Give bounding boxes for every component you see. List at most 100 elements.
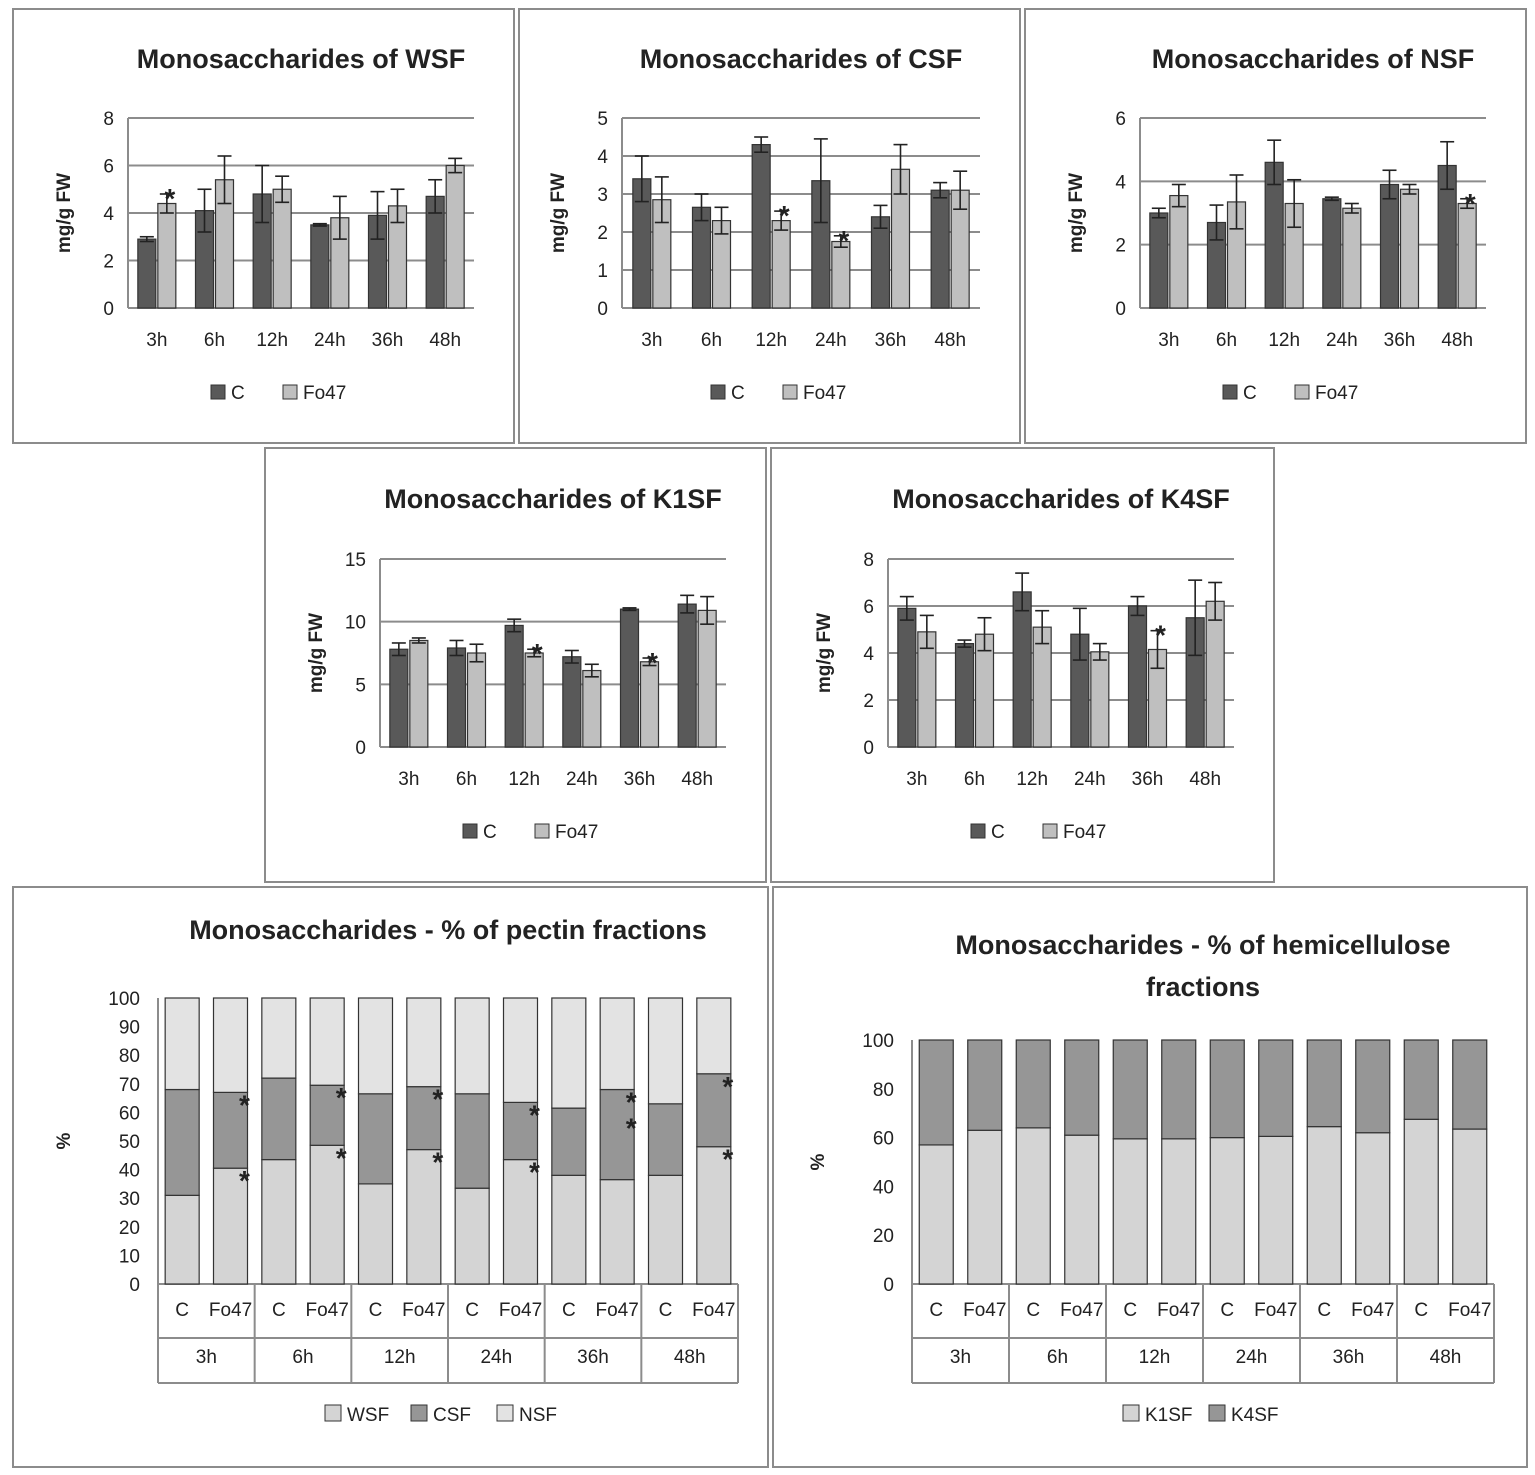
bar-c-12h (751, 144, 771, 309)
sub-category-label: Fo47 (499, 1300, 542, 1321)
panel-k4sf: Monosaccharides of K4SF mg/g FW 0 2 4 6 8 3h 6h 1… (770, 447, 1275, 883)
legend-swatch-fo47 (1042, 823, 1058, 839)
y-tick-label: 60 (119, 1103, 140, 1124)
legend-swatch-k4sf (1208, 1404, 1226, 1422)
bar-c-24h (1322, 198, 1342, 309)
chart-title: Monosaccharides of CSF (640, 44, 963, 74)
significance-marker: * (722, 1144, 733, 1175)
y-tick-label: 60 (873, 1129, 894, 1150)
sub-category-label: Fo47 (1060, 1300, 1103, 1321)
legend-swatch-fo47 (282, 384, 298, 400)
significance-marker: * (626, 1087, 637, 1118)
bar-fo47-3h (917, 631, 937, 748)
panel-hemicellulose: Monosaccharides - % of hemicellulose frac… (772, 886, 1528, 1468)
y-tick-label: 6 (863, 597, 874, 618)
chart-title-line: fractions (1146, 972, 1260, 1002)
bar-fo47-24h (1090, 651, 1110, 748)
x-tick-label: 24h (815, 330, 847, 351)
chart-pectin-percent: Monosaccharides - % of pectin fractions%… (54, 915, 739, 1426)
sub-category-label: Fo47 (209, 1300, 252, 1321)
legend-swatch-fo47 (782, 384, 798, 400)
stack-segment-k1sf (1452, 1128, 1488, 1285)
legend-label-k4sf: K4SF (1231, 1405, 1279, 1426)
stack-segment-nsf (551, 997, 587, 1109)
x-tick-label: 3h (641, 330, 662, 351)
y-tick-label: 30 (119, 1189, 140, 1210)
legend-swatch-csf (410, 1404, 428, 1422)
legend-swatch-c (210, 384, 226, 400)
sub-category-label: Fo47 (1157, 1300, 1200, 1321)
legend-label-fo47: Fo47 (1063, 822, 1106, 843)
y-axis-label: mg/g FW (54, 173, 75, 253)
x-tick-label: 48h (1189, 769, 1221, 790)
stack-segment-nsf (212, 997, 249, 1093)
y-tick-label: 70 (119, 1075, 140, 1096)
y-tick-label: 0 (1115, 299, 1126, 320)
bar-fo47-48h (697, 609, 717, 748)
sub-category-label: C (465, 1300, 479, 1321)
legend-label-c: C (483, 822, 497, 843)
legend-swatch-c (710, 384, 726, 400)
x-tick-label: 36h (1132, 769, 1164, 790)
sub-category-label: C (929, 1300, 943, 1321)
bar-c-36h (1379, 183, 1400, 309)
significance-marker: * (164, 183, 175, 214)
legend-swatch-fo47 (1294, 384, 1310, 400)
x-tick-label: 6h (204, 330, 225, 351)
stack-segment-k4sf (1306, 1039, 1342, 1128)
bar-c-24h (310, 224, 330, 309)
y-tick-label: 6 (103, 157, 114, 178)
group-label: 3h (950, 1347, 971, 1368)
sub-category-label: Fo47 (402, 1300, 445, 1321)
bar-fo47-24h (582, 669, 602, 748)
significance-marker: * (239, 1089, 250, 1120)
bar-c-3h (137, 238, 157, 309)
x-tick-label: 6h (701, 330, 722, 351)
significance-marker: * (529, 1157, 540, 1188)
sub-category-label: Fo47 (1254, 1300, 1297, 1321)
legend-label-wsf: WSF (347, 1405, 389, 1426)
legend-label-fo47: Fo47 (555, 822, 598, 843)
x-tick-label: 12h (1268, 330, 1300, 351)
y-tick-label: 6 (1115, 109, 1126, 130)
y-tick-label: 20 (119, 1218, 140, 1239)
x-tick-label: 36h (875, 330, 907, 351)
x-tick-label: 3h (146, 330, 167, 351)
y-tick-label: 0 (355, 738, 366, 759)
significance-marker: * (336, 1142, 347, 1173)
bar-fo47-6h (466, 652, 487, 748)
group-label: 36h (1333, 1347, 1365, 1368)
y-tick-label: 0 (883, 1275, 894, 1296)
sub-category-label: Fo47 (596, 1300, 639, 1321)
group-label: 6h (1047, 1347, 1068, 1368)
bar-c-3h (1149, 212, 1169, 309)
bar-c-3h (897, 607, 917, 748)
chart-wsf: Monosaccharides of WSF mg/g FW 0 2 4 6 8 3h * 6h 1… (54, 44, 474, 404)
stack-segment-wsf (261, 1158, 297, 1285)
bar-fo47-3h (409, 639, 429, 748)
stack-segment-nsf (502, 997, 539, 1103)
stack-segment-csf (551, 1107, 587, 1176)
significance-marker: * (779, 200, 790, 231)
group-label: 36h (577, 1347, 609, 1368)
bar-fo47-3h (157, 202, 177, 309)
group-label: 3h (196, 1347, 217, 1368)
y-tick-label: 10 (119, 1246, 140, 1267)
legend-label-fo47: Fo47 (803, 383, 846, 404)
bar-fo47-48h (1205, 600, 1225, 748)
x-tick-label: 3h (906, 769, 927, 790)
legend-swatch-c (462, 823, 478, 839)
sub-category-label: Fo47 (1351, 1300, 1394, 1321)
group-label: 6h (292, 1347, 313, 1368)
bar-fo47-36h (1399, 188, 1420, 309)
significance-marker: * (336, 1082, 347, 1113)
y-tick-label: 4 (1115, 172, 1126, 193)
bar-c-36h (619, 608, 640, 748)
x-tick-label: 24h (314, 330, 346, 351)
stack-segment-k1sf (1064, 1134, 1100, 1285)
legend-swatch-k1sf (1122, 1404, 1140, 1422)
stack-segment-csf (309, 1084, 345, 1146)
stack-segment-csf (164, 1088, 200, 1196)
bar-fo47-3h (1169, 194, 1189, 309)
panel-nsf: Monosaccharides of NSF mg/g FW 0 2 4 6 3h 6h 12h… (1024, 8, 1527, 444)
